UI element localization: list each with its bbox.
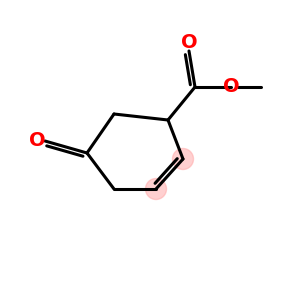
Text: O: O <box>223 77 239 97</box>
Text: O: O <box>181 33 197 52</box>
Circle shape <box>146 178 167 200</box>
Text: O: O <box>29 131 46 151</box>
Circle shape <box>172 148 194 170</box>
